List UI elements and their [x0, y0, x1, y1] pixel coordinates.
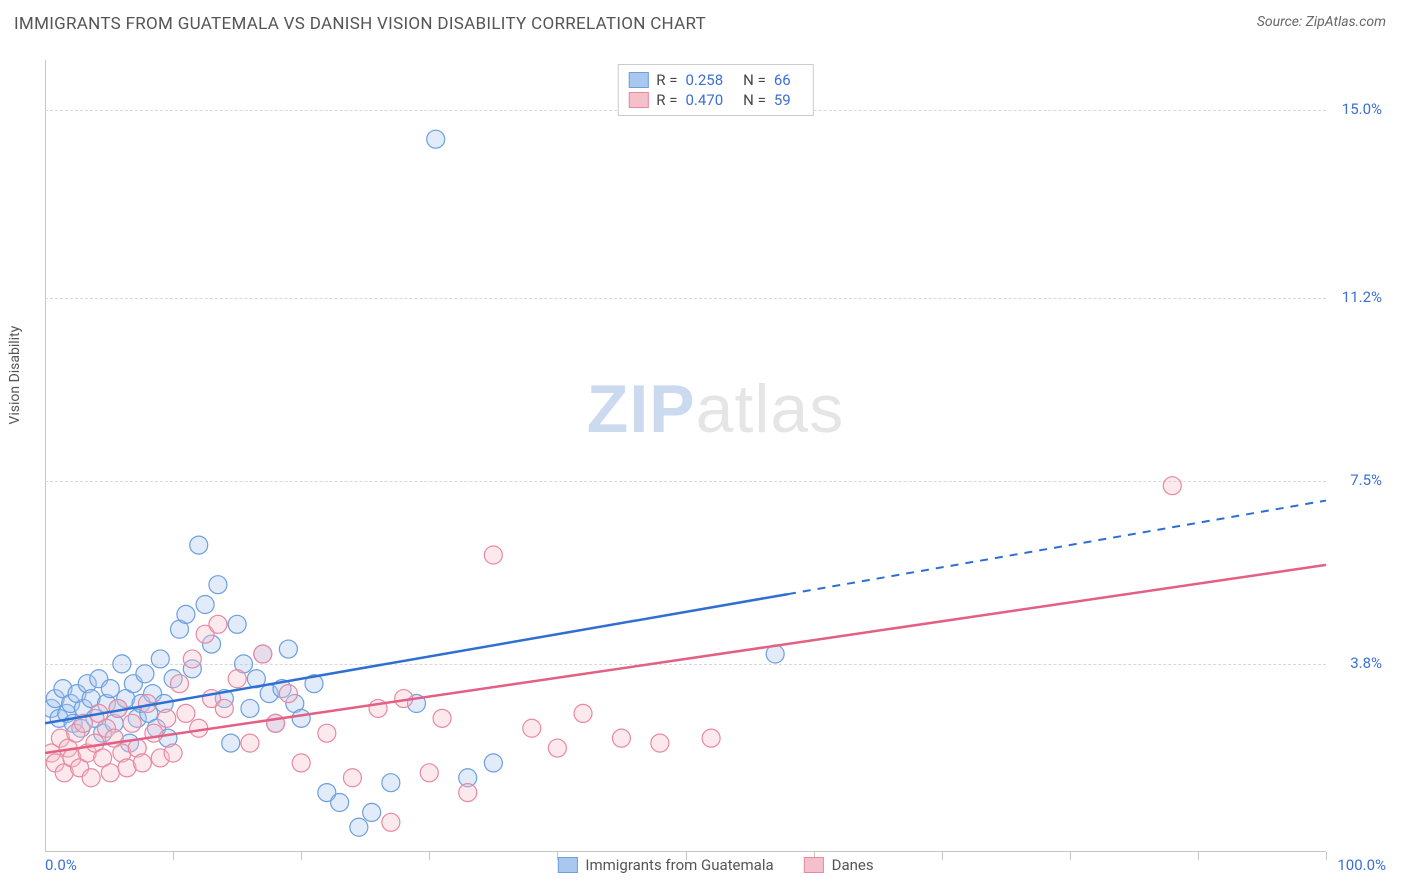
scatter-point: [82, 769, 100, 787]
legend-n-value: 59: [774, 91, 791, 109]
scatter-point: [254, 645, 272, 663]
scatter-point: [331, 794, 349, 812]
scatter-point: [177, 605, 195, 623]
legend-r-value: 0.258: [685, 71, 723, 89]
scatter-point: [133, 754, 151, 772]
trend-line-dashed: [788, 501, 1326, 595]
scatter-point: [292, 709, 310, 727]
scatter-point: [574, 704, 592, 722]
scatter-point: [350, 818, 368, 836]
legend-n-value: 66: [774, 71, 791, 89]
y-axis-label: Vision Disability: [7, 326, 23, 425]
scatter-point: [382, 774, 400, 792]
scatter-point: [222, 734, 240, 752]
scatter-point: [420, 764, 438, 782]
legend-n-label: N =: [743, 91, 766, 109]
legend-series-label: Danes: [832, 856, 874, 874]
scatter-point: [459, 784, 477, 802]
scatter-point: [183, 650, 201, 668]
scatter-point: [228, 670, 246, 688]
scatter-point: [548, 739, 566, 757]
x-axis-max-label: 100.0%: [1337, 856, 1386, 874]
legend-swatch: [628, 72, 648, 88]
scatter-point: [484, 546, 502, 564]
scatter-point: [1163, 477, 1181, 495]
scatter-point: [196, 596, 214, 614]
scatter-point: [702, 729, 720, 747]
scatter-point: [241, 699, 259, 717]
scatter-point: [113, 655, 131, 673]
scatter-point: [279, 685, 297, 703]
scatter-point: [101, 764, 119, 782]
scatter-point: [318, 724, 336, 742]
scatter-point: [612, 729, 630, 747]
x-axis-min-label: 0.0%: [45, 856, 77, 874]
scatter-point: [171, 675, 189, 693]
legend-r-label: R =: [656, 91, 677, 109]
chart-area: Vision Disability 3.8%7.5%11.2%15.0% ZIP…: [45, 60, 1386, 872]
scatter-point: [145, 724, 163, 742]
legend-swatch: [628, 92, 648, 108]
scatter-point: [209, 576, 227, 594]
scatter-point: [215, 699, 233, 717]
legend-n-label: N =: [743, 71, 766, 89]
scatter-point: [101, 680, 119, 698]
chart-title: IMMIGRANTS FROM GUATEMALA VS DANISH VISI…: [14, 14, 706, 34]
legend-series-item: Danes: [804, 856, 874, 874]
legend-swatch: [557, 857, 577, 873]
source-name: ZipAtlas.com: [1306, 14, 1386, 30]
scatter-point: [292, 754, 310, 772]
scatter-point: [279, 640, 297, 658]
legend-stats-row: R = 0.258 N = 66: [628, 71, 802, 89]
scatter-point: [343, 769, 361, 787]
scatter-point: [523, 719, 541, 737]
scatter-point: [123, 714, 141, 732]
source-attribution: Source: ZipAtlas.com: [1257, 14, 1386, 30]
legend-r-value: 0.470: [685, 91, 723, 109]
scatter-point: [164, 744, 182, 762]
legend-series-item: Immigrants from Guatemala: [557, 856, 773, 874]
scatter-point: [151, 650, 169, 668]
legend-series: Immigrants from Guatemala Danes: [557, 856, 873, 874]
scatter-point: [136, 665, 154, 683]
scatter-plot: [45, 60, 1386, 872]
scatter-point: [484, 754, 502, 772]
legend-r-label: R =: [656, 71, 677, 89]
scatter-point: [158, 709, 176, 727]
source-prefix: Source:: [1257, 14, 1306, 30]
scatter-point: [427, 130, 445, 148]
legend-stats-row: R = 0.470 N = 59: [628, 91, 802, 109]
scatter-point: [433, 709, 451, 727]
legend-stats-box: R = 0.258 N = 66 R = 0.470 N = 59: [617, 64, 813, 116]
scatter-point: [209, 615, 227, 633]
legend-swatch: [804, 857, 824, 873]
scatter-point: [241, 734, 259, 752]
legend-series-label: Immigrants from Guatemala: [585, 856, 773, 874]
scatter-point: [651, 734, 669, 752]
scatter-point: [363, 803, 381, 821]
scatter-point: [228, 615, 246, 633]
scatter-point: [190, 536, 208, 554]
scatter-point: [382, 813, 400, 831]
scatter-point: [177, 704, 195, 722]
